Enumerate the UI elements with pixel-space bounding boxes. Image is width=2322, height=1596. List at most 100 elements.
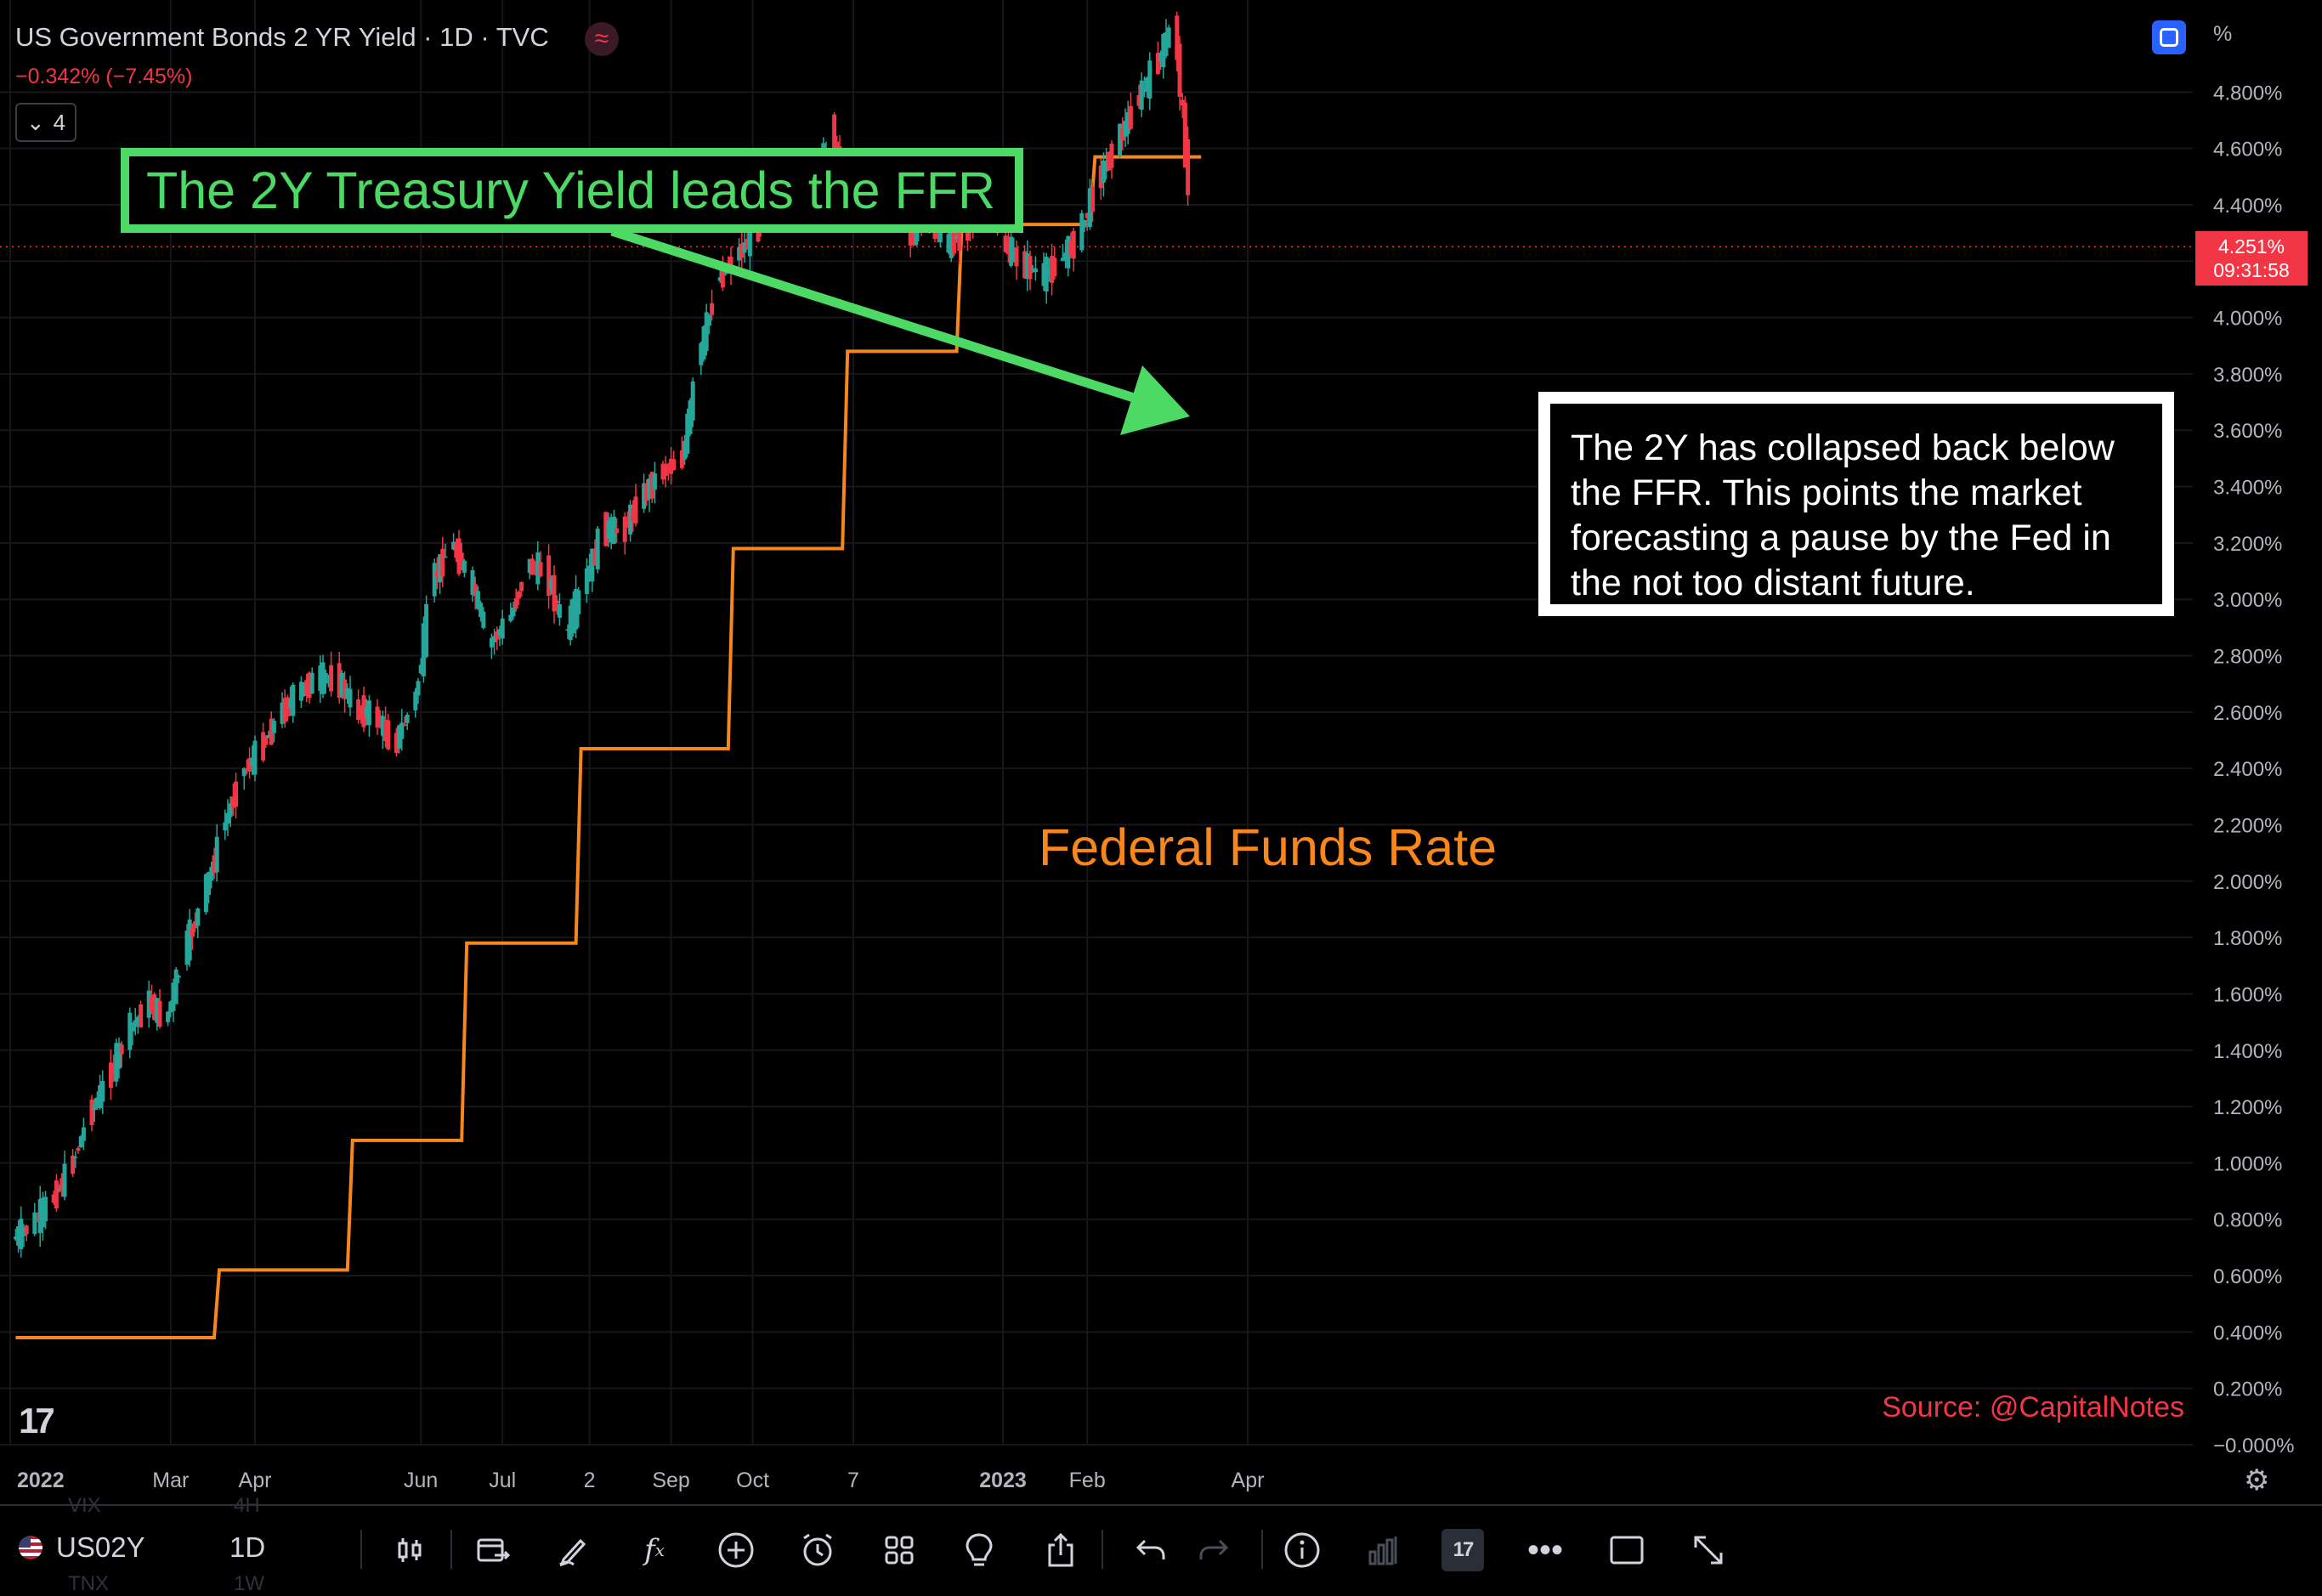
candle-body xyxy=(309,672,314,694)
candle-body xyxy=(130,1023,135,1032)
candle-body xyxy=(710,303,715,315)
candle-body xyxy=(1025,253,1030,280)
candle-body xyxy=(16,1226,21,1246)
more-icon[interactable]: ••• xyxy=(1526,1531,1563,1569)
replay-icon[interactable] xyxy=(469,1526,517,1574)
x-tick-label: 7 xyxy=(847,1469,859,1492)
interval-selector[interactable]: 1D xyxy=(229,1531,266,1563)
candle-body xyxy=(71,1155,76,1174)
gear-icon[interactable]: ⚙ xyxy=(2244,1464,2270,1497)
candle-body xyxy=(628,504,633,535)
chevron-down-icon: ⌄ xyxy=(25,109,45,135)
candle-body xyxy=(184,931,190,965)
tradingview-icon[interactable]: 17 xyxy=(1441,1529,1484,1571)
candle-body xyxy=(1155,53,1160,75)
candle-body xyxy=(269,718,274,745)
redo-icon[interactable] xyxy=(1190,1526,1237,1574)
candle-body xyxy=(386,720,391,750)
candle-body xyxy=(495,631,500,640)
tradingview-logo[interactable]: 17 xyxy=(19,1401,55,1440)
candle-body xyxy=(611,516,616,544)
alert-icon[interactable] xyxy=(794,1526,841,1574)
price-scale-unit[interactable]: % xyxy=(2213,22,2233,46)
draw-icon[interactable] xyxy=(549,1526,597,1574)
candle-body xyxy=(720,263,725,288)
annotation-green-box[interactable]: The 2Y Treasury Yield leads the FFR xyxy=(121,148,1023,233)
time-axis: 2022 Mar Apr Jun Jul 2 Sep Oct 7 2023 Feb Apr xyxy=(17,1469,1264,1492)
candle-body xyxy=(234,781,239,807)
candle-body xyxy=(252,740,258,775)
candle-body xyxy=(516,591,521,599)
candle-body xyxy=(76,1147,81,1152)
candle-body xyxy=(1041,263,1046,286)
candle-body xyxy=(62,1163,67,1197)
candle-body xyxy=(54,1180,59,1208)
candle-body xyxy=(21,1227,26,1237)
candle-body xyxy=(405,714,410,723)
candle-body xyxy=(549,580,554,590)
candle-body xyxy=(704,312,709,351)
undo-icon[interactable] xyxy=(1127,1526,1175,1574)
candle-body xyxy=(1098,165,1103,189)
y-tick-label: 0.800% xyxy=(2213,1209,2282,1232)
candle-body xyxy=(366,700,371,726)
candle-body xyxy=(173,969,178,1005)
annotation-arrow xyxy=(610,226,1190,435)
candle-body xyxy=(590,548,595,582)
y-tick-label: 0.200% xyxy=(2213,1378,2282,1401)
symbol-selector[interactable]: US02Y xyxy=(19,1531,145,1564)
candle-body xyxy=(193,921,198,929)
candle-body xyxy=(32,1212,37,1234)
fullscreen-box-icon[interactable] xyxy=(1603,1526,1651,1574)
layouts-icon[interactable] xyxy=(875,1526,923,1574)
candle-body xyxy=(557,604,562,618)
ideas-icon[interactable] xyxy=(955,1526,1003,1574)
info-icon[interactable] xyxy=(1278,1526,1326,1574)
ffr-line xyxy=(15,155,1202,1339)
candles-icon[interactable] xyxy=(386,1526,433,1574)
candle-body xyxy=(1011,247,1017,261)
candle-body xyxy=(394,733,399,754)
expand-icon[interactable] xyxy=(1685,1526,1732,1574)
candle-body xyxy=(418,665,423,674)
candle-body xyxy=(203,874,208,913)
chart-layout-button[interactable] xyxy=(2152,20,2186,54)
candle-body xyxy=(530,558,535,575)
y-tick-label: 2.200% xyxy=(2213,814,2282,837)
add-icon[interactable] xyxy=(712,1526,760,1574)
source-label[interactable]: Source: @CapitalNotes xyxy=(1882,1391,2184,1423)
candle-body xyxy=(1182,102,1187,168)
y-tick-label: 3.800% xyxy=(2213,364,2282,387)
candle-body xyxy=(1028,256,1033,280)
volume-icon[interactable] xyxy=(1360,1526,1407,1574)
candle-body xyxy=(223,822,228,831)
price-chart[interactable]: −0.000% 0.200% 0.400% 0.600% 0.800% 1.000% 1.2… xyxy=(0,0,2322,1504)
candle-body xyxy=(745,239,750,250)
chart-title[interactable]: US Government Bonds 2 YR Yield · 1D · TV… xyxy=(15,22,549,52)
y-tick-label: 2.000% xyxy=(2213,871,2282,894)
candle-body xyxy=(149,997,154,1011)
candle-body xyxy=(209,867,214,881)
candle-body xyxy=(40,1197,45,1228)
candle-body xyxy=(421,623,426,676)
candle-body xyxy=(166,1011,171,1022)
candle-body xyxy=(424,603,429,658)
share-icon[interactable] xyxy=(1037,1526,1085,1574)
y-tick-label: 1.800% xyxy=(2213,927,2282,950)
candle-body xyxy=(492,636,497,642)
candle-body xyxy=(119,1044,124,1055)
candle-body xyxy=(574,589,579,630)
chart-grid xyxy=(0,0,2193,1446)
toolbar-separator xyxy=(450,1530,452,1569)
indicators-collapse-button[interactable]: ⌄ 4 xyxy=(15,103,76,142)
annotation-white-box[interactable]: The 2Y has collapsed back below the FFR.… xyxy=(1538,392,2174,616)
candle-body xyxy=(155,998,160,1023)
ffr-label[interactable]: Federal Funds Rate xyxy=(1039,818,1498,876)
candle-body xyxy=(1060,258,1065,261)
candle-body xyxy=(660,463,665,480)
candle-body xyxy=(266,734,271,739)
candle-body xyxy=(1120,127,1125,141)
x-tick-label: Sep xyxy=(652,1469,689,1492)
candle-body xyxy=(456,538,462,574)
